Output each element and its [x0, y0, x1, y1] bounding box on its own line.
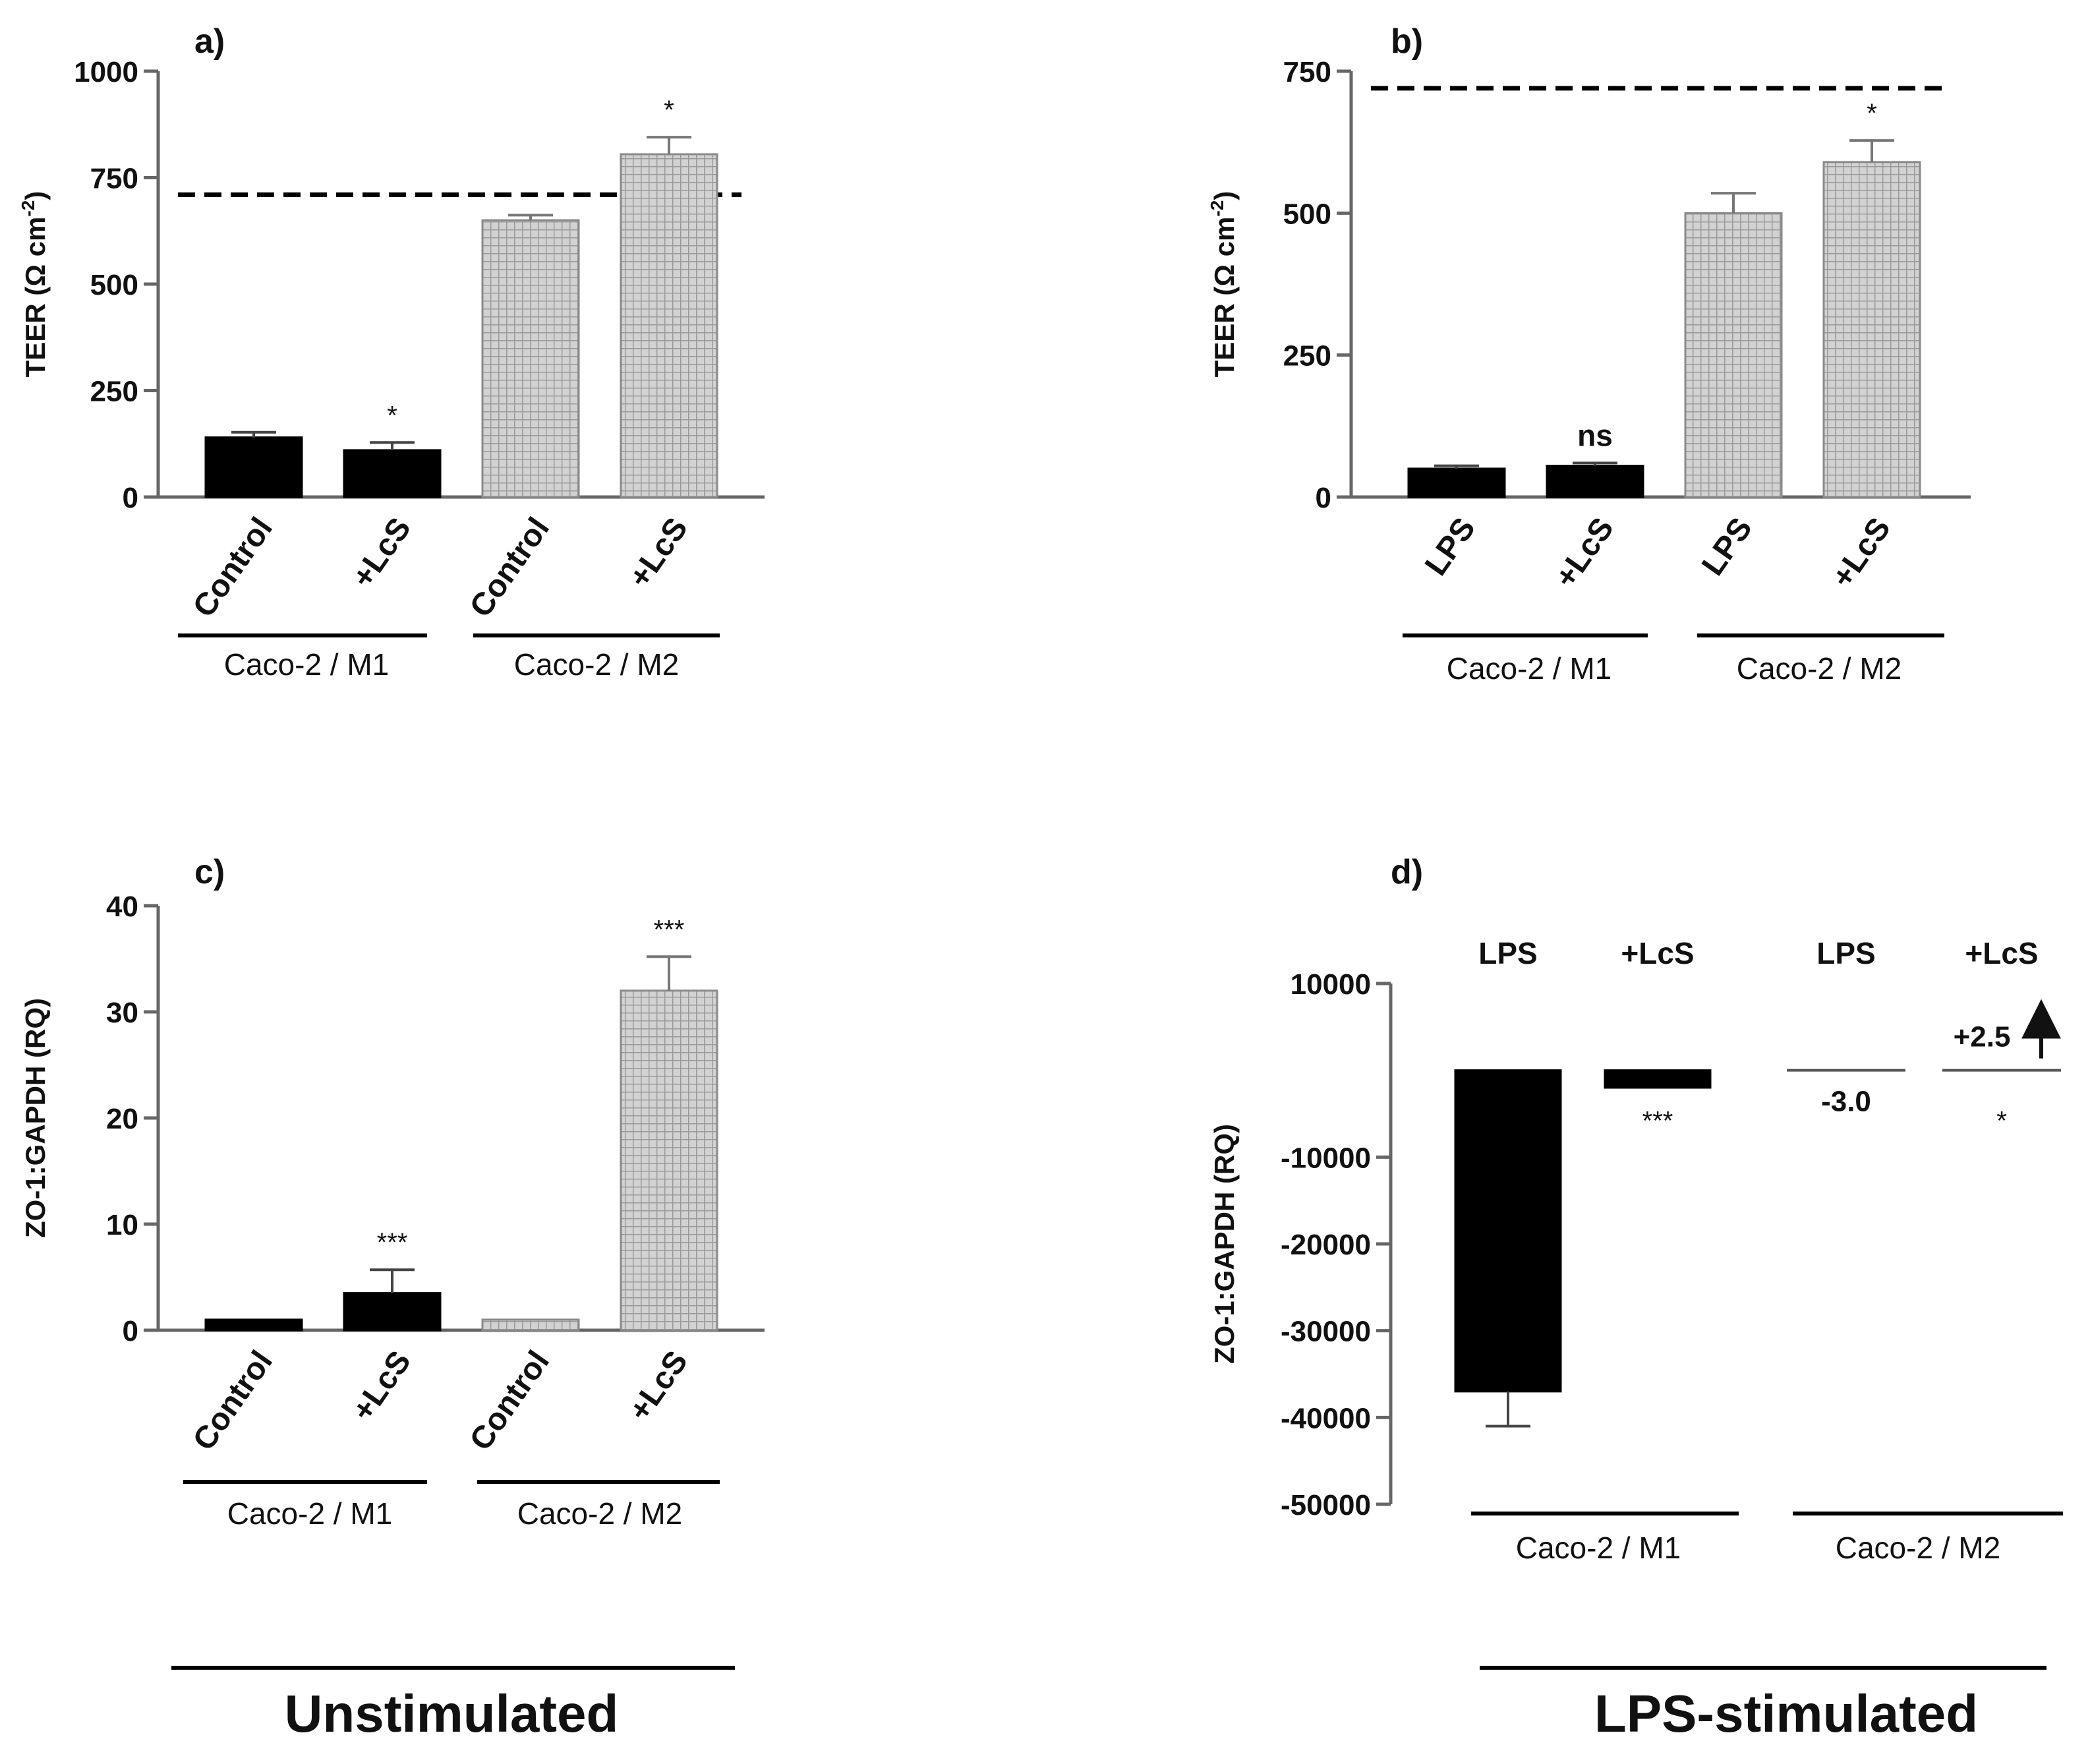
- y-tick-label: 20: [106, 1103, 138, 1135]
- bar: [1407, 467, 1506, 498]
- y-axis-label-main: TEER (Ω cm: [20, 217, 51, 378]
- section-title: LPS-stimulated: [1594, 1684, 1978, 1743]
- y-axis-label: ZO-1:GAPDH (RQ): [20, 998, 51, 1238]
- y-tick-label: 750: [1283, 56, 1331, 88]
- bar: [1604, 1069, 1712, 1089]
- significance-label: ns: [1577, 418, 1613, 452]
- category-label: Control: [463, 512, 556, 624]
- panel-label: d): [1391, 853, 1423, 891]
- section-title: Unstimulated: [285, 1684, 619, 1743]
- panel-label: b): [1391, 22, 1423, 61]
- bar: [481, 219, 580, 498]
- group-label: Caco-2 / M1: [224, 647, 390, 682]
- category-label: +LcS: [1965, 936, 2038, 970]
- bar: [1454, 1069, 1562, 1393]
- group-label: Caco-2 / M1: [1516, 1531, 1681, 1565]
- significance-label: ***: [1642, 1107, 1673, 1136]
- y-tick-label: 250: [90, 376, 138, 408]
- category-label: Control: [463, 1345, 556, 1457]
- y-axis-label-main: ZO-1:GAPDH (RQ): [1209, 1124, 1240, 1364]
- category-label: LPS: [1478, 936, 1537, 970]
- group-label: Caco-2 / M1: [227, 1496, 393, 1531]
- category-label: +LcS: [345, 1345, 418, 1427]
- y-axis-label-main: ZO-1:GAPDH (RQ): [20, 998, 51, 1238]
- significance-label: *: [387, 401, 397, 430]
- bar: [343, 449, 442, 498]
- y-tick-label: 40: [106, 891, 138, 923]
- category-label: LPS: [1816, 936, 1875, 970]
- y-tick-label: 30: [106, 997, 138, 1029]
- y-axis-label-superscript: -2: [18, 200, 38, 217]
- y-tick-label: 500: [90, 269, 138, 301]
- y-tick-label: -10000: [1281, 1142, 1371, 1174]
- y-axis-label-close: ): [1209, 191, 1240, 200]
- category-label: +LcS: [1621, 936, 1694, 970]
- category-label: Control: [187, 1345, 279, 1457]
- y-tick-label: 250: [1283, 340, 1331, 372]
- group-label: Caco-2 / M2: [514, 647, 680, 682]
- y-tick-label: 750: [90, 163, 138, 195]
- y-tick-label: 0: [123, 482, 138, 514]
- y-tick-label: -30000: [1281, 1316, 1371, 1348]
- significance-label: *: [664, 96, 674, 125]
- category-label: LPS: [1418, 512, 1482, 582]
- y-tick-label: 1000: [74, 56, 138, 88]
- category-label: +LcS: [622, 512, 695, 594]
- bar: [1684, 212, 1783, 498]
- category-label: LPS: [1695, 512, 1759, 582]
- panel-label: a): [194, 22, 225, 61]
- bar: [1546, 465, 1644, 498]
- y-tick-label: 0: [123, 1315, 138, 1347]
- category-label: +LcS: [345, 512, 418, 594]
- panel-a: a) 0 250 500 750 1000 TEER (Ω cm-2) Control * +Lc…: [18, 22, 765, 682]
- bar: [620, 153, 718, 498]
- group-label: Caco-2 / M1: [1447, 651, 1612, 686]
- y-axis-label-close: ): [20, 191, 51, 200]
- y-tick-label: -20000: [1281, 1229, 1371, 1261]
- category-label: +LcS: [622, 1345, 695, 1427]
- y-axis-label: ZO-1:GAPDH (RQ): [1209, 1124, 1240, 1364]
- panel-label: c): [194, 853, 225, 891]
- y-axis-label: TEER (Ω cm-2): [18, 191, 51, 378]
- y-axis-label-main: TEER (Ω cm: [1209, 217, 1240, 378]
- bar: [204, 1318, 303, 1332]
- category-label: Control: [187, 512, 279, 624]
- y-tick-label: 500: [1283, 198, 1331, 230]
- significance-label: *: [1867, 99, 1877, 128]
- bar: [1822, 161, 1921, 498]
- value-label: -3.0: [1821, 1086, 1871, 1118]
- y-axis-label-superscript: -2: [1207, 200, 1227, 217]
- bar: [343, 1292, 442, 1332]
- bar: [204, 436, 303, 498]
- y-tick-label: -50000: [1281, 1489, 1371, 1521]
- panel-c: c) 0 10 20 30 40 ZO-1:GAPDH (RQ) Control *** +LcS…: [20, 853, 765, 1743]
- y-tick-label: 10: [106, 1209, 138, 1241]
- panel-d: d) -50000 -40000 -30000 -20000 -10000 10000 ZO-…: [1209, 853, 2063, 1743]
- y-tick-label: -40000: [1281, 1402, 1371, 1434]
- category-label: +LcS: [1825, 512, 1898, 594]
- bar: [481, 1318, 580, 1332]
- group-label: Caco-2 / M2: [517, 1496, 683, 1531]
- group-label: Caco-2 / M2: [1836, 1531, 2001, 1565]
- y-axis-label: TEER (Ω cm-2): [1207, 191, 1240, 378]
- value-label: +2.5: [1954, 1021, 2011, 1053]
- significance-label: *: [1996, 1107, 2007, 1136]
- panel-b: b) 0 250 500 750 TEER (Ω cm-2) LPS ns +LcS LPS * +L…: [1207, 22, 1971, 686]
- y-tick-label: 0: [1316, 482, 1331, 514]
- y-tick-label: 10000: [1291, 968, 1371, 1001]
- group-label: Caco-2 / M2: [1737, 651, 1902, 686]
- significance-label: ***: [654, 915, 685, 944]
- category-label: +LcS: [1548, 512, 1621, 594]
- significance-label: ***: [377, 1228, 408, 1257]
- bar: [620, 989, 718, 1332]
